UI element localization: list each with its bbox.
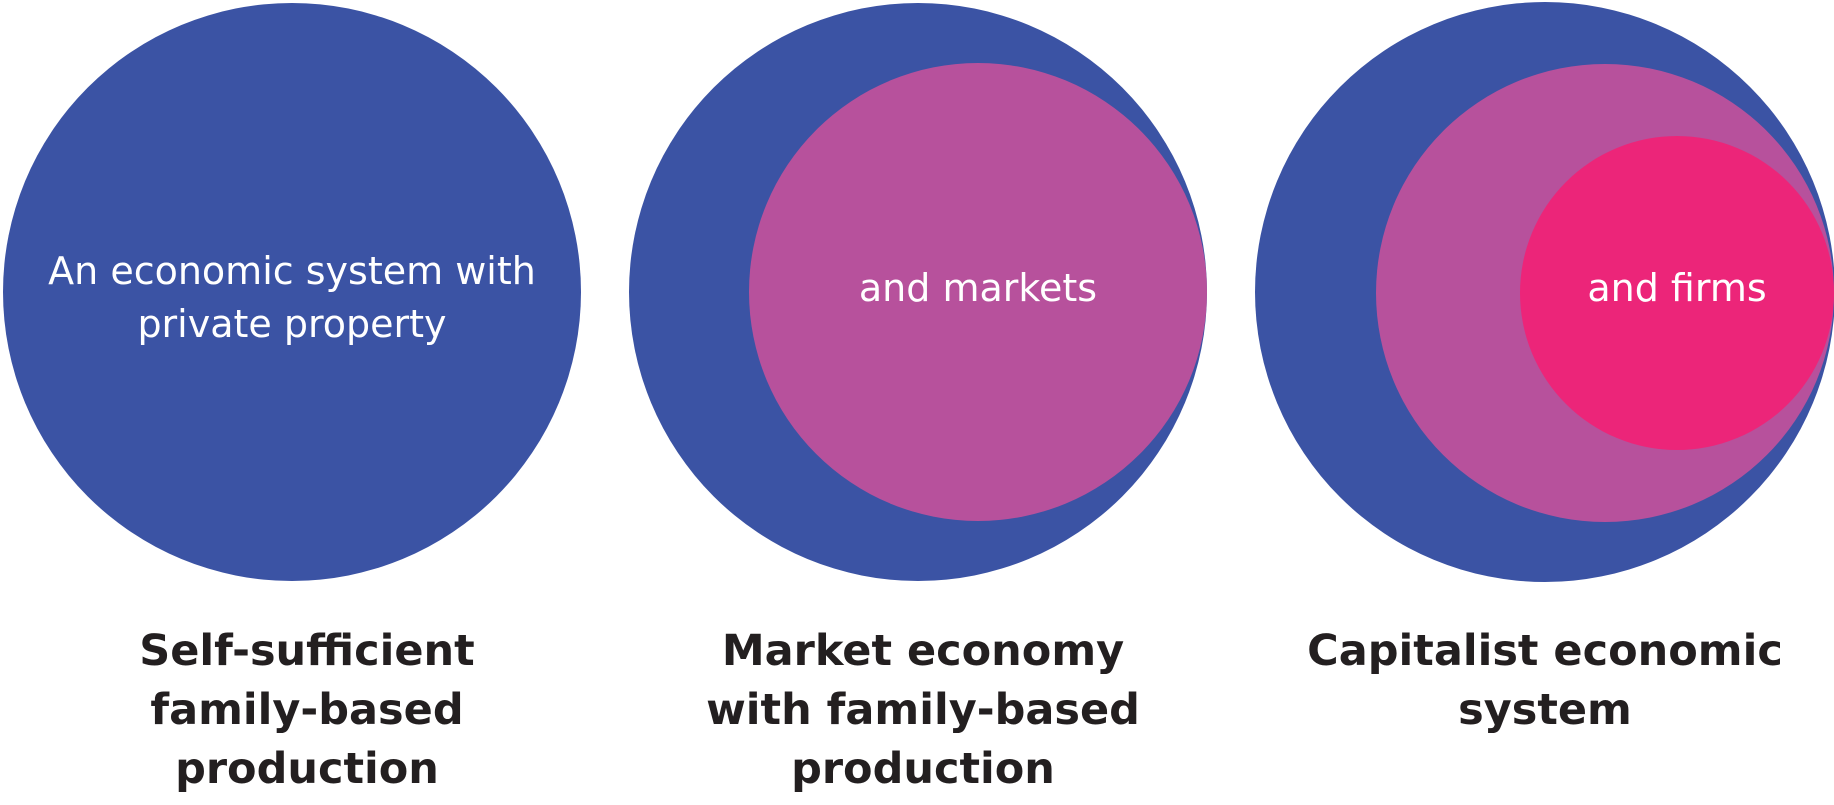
private-property-label-line1: An economic system with bbox=[48, 249, 536, 293]
caption-line: production bbox=[791, 744, 1055, 794]
caption-line: Self-sufficient bbox=[139, 626, 475, 676]
panel-self-sufficient: An economic system with private property bbox=[3, 3, 581, 581]
private-property-label-line2: private property bbox=[137, 302, 446, 346]
caption-line: family-based bbox=[150, 685, 464, 735]
firms-circle bbox=[1520, 136, 1834, 450]
caption-line: with family-based bbox=[706, 685, 1140, 735]
caption-line: production bbox=[175, 744, 439, 794]
caption-self-sufficient: Self-sufficient family-based production bbox=[132, 622, 482, 799]
panel-market-economy: and markets bbox=[629, 3, 1207, 581]
firms-label: and firms bbox=[1587, 266, 1766, 310]
caption-capitalist-system: Capitalist economic system bbox=[1300, 622, 1790, 740]
caption-line: Market economy bbox=[721, 626, 1125, 676]
panel-capitalist-system: and firms bbox=[1255, 2, 1834, 582]
private-property-circle bbox=[3, 3, 581, 581]
markets-label: and markets bbox=[859, 266, 1097, 310]
caption-line: system bbox=[1458, 685, 1632, 735]
markets-circle bbox=[749, 63, 1207, 521]
caption-market-economy: Market economy with family-based product… bbox=[703, 622, 1143, 799]
caption-line: Capitalist economic bbox=[1307, 626, 1783, 676]
